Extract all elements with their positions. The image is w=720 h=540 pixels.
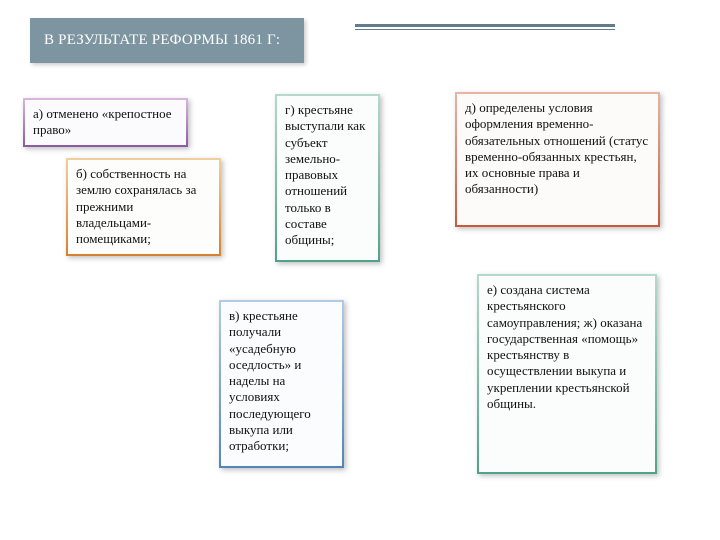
decorative-rule — [355, 24, 615, 32]
card-f: е) создана система крестьянского самоупр… — [477, 274, 657, 474]
card-a: а) отменено «крепостное право» — [23, 98, 188, 147]
card-e: д) определены условия оформления временн… — [455, 92, 660, 227]
title-text: В РЕЗУЛЬТАТЕ РЕФОРМЫ 1861 Г: — [44, 32, 280, 48]
card-a-text: а) отменено «крепостное право» — [33, 106, 172, 137]
card-f-text: е) создана система крестьянского самоупр… — [487, 282, 642, 411]
rule-thick — [355, 24, 615, 27]
card-d-text: г) крестьяне выступали как субъект земел… — [285, 102, 365, 247]
rule-thin — [355, 29, 615, 30]
card-e-text: д) определены условия оформления временн… — [465, 100, 648, 196]
card-b: б) собственность на землю сохранялась за… — [66, 158, 221, 256]
card-c-text: в) крестьяне получали «усадебную оседлос… — [229, 308, 311, 453]
title-banner: В РЕЗУЛЬТАТЕ РЕФОРМЫ 1861 Г: — [30, 18, 304, 63]
card-b-text: б) собственность на землю сохранялась за… — [76, 166, 196, 246]
card-c: в) крестьяне получали «усадебную оседлос… — [219, 300, 344, 468]
card-d: г) крестьяне выступали как субъект земел… — [275, 94, 380, 262]
